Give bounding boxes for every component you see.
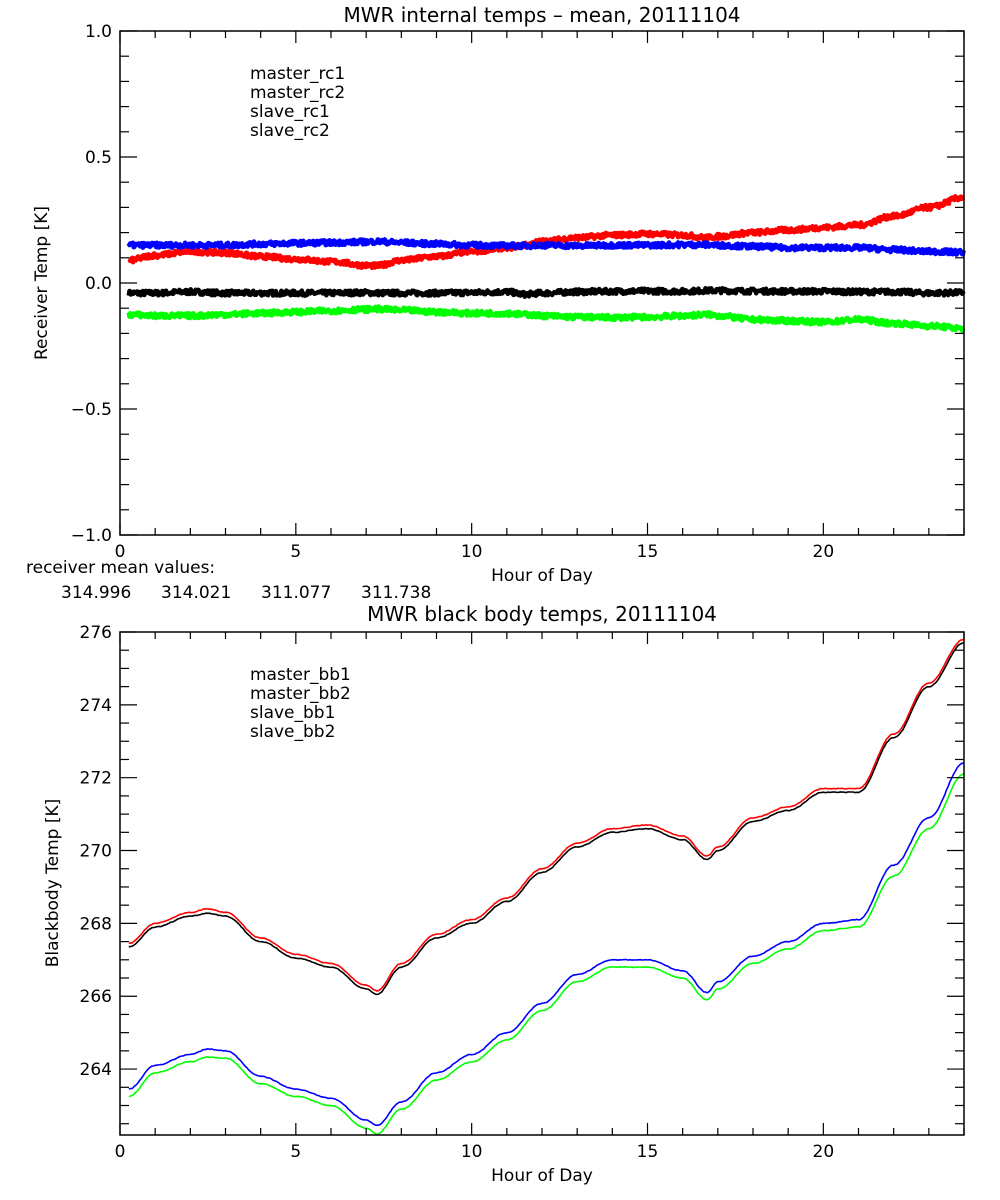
blackbody-series-master-bb1 [128, 641, 965, 996]
receiver-mean-values-label: receiver mean values: [26, 558, 215, 578]
blackbody-legend-master-bb1: master_bb1 [250, 665, 351, 685]
receiver-mean-value: 314.021 [161, 583, 231, 603]
receiver-plot-area [126, 194, 966, 333]
blackbody-x-tick-label: 5 [290, 1142, 301, 1162]
receiver-x-tick-label: 15 [637, 542, 659, 562]
receiver-chart-title: MWR internal temps – mean, 20111104 [343, 3, 740, 27]
receiver-y-tick-label: 1.0 [85, 22, 112, 42]
receiver-series-slave-rc2 [126, 304, 966, 333]
blackbody-axes: 0 5 10 15 20 264 266 268 270 272 274 276 [80, 623, 965, 1162]
blackbody-series-slave-bb2 [128, 773, 965, 1135]
blackbody-plot-area [128, 638, 965, 1135]
receiver-mean-value: 311.738 [361, 583, 431, 603]
blackbody-y-tick-label: 272 [80, 769, 112, 789]
blackbody-x-tick-label: 10 [461, 1142, 483, 1162]
blackbody-x-tick-label: 20 [813, 1142, 835, 1162]
receiver-axes: 0 5 10 15 20 −1.0 −0.5 0.0 0.5 1.0 [71, 22, 965, 562]
receiver-x-tick-label: 0 [115, 542, 126, 562]
blackbody-y-tick-label: 266 [80, 987, 112, 1007]
blackbody-temps-panel: MWR black body temps, 20111104 0 5 10 15 20 2… [43, 602, 965, 1186]
receiver-legend-slave-rc2: slave_rc2 [250, 121, 330, 141]
blackbody-y-tick-label: 270 [80, 842, 112, 862]
blackbody-frame [119, 631, 965, 1136]
receiver-y-tick-label: 0.0 [85, 274, 112, 294]
receiver-y-tick-label: −0.5 [71, 400, 112, 420]
receiver-legend-master-rc1: master_rc1 [250, 64, 345, 84]
blackbody-y-tick-label: 274 [80, 696, 112, 716]
receiver-x-tick-label: 10 [461, 542, 483, 562]
receiver-x-axis-label: Hour of Day [491, 566, 593, 586]
blackbody-series-master-bb2 [128, 638, 965, 992]
blackbody-legend-slave-bb1: slave_bb1 [250, 703, 335, 723]
blackbody-legend-master-bb2: master_bb2 [250, 684, 351, 704]
receiver-legend-master-rc2: master_rc2 [250, 83, 345, 103]
blackbody-series-slave-bb1 [128, 762, 965, 1127]
receiver-legend-slave-rc1: slave_rc1 [250, 102, 330, 122]
receiver-series-slave-rc1 [126, 237, 966, 257]
blackbody-x-axis-label: Hour of Day [491, 1166, 593, 1186]
blackbody-legend-slave-bb2: slave_bb2 [250, 722, 335, 742]
receiver-y-tick-label: 0.5 [85, 148, 112, 168]
blackbody-x-tick-label: 0 [115, 1142, 126, 1162]
receiver-mean-values: 314.996 314.021 311.077 311.738 [61, 583, 431, 603]
receiver-mean-value: 311.077 [261, 583, 331, 603]
receiver-x-tick-label: 5 [290, 542, 301, 562]
receiver-y-axis-label: Receiver Temp [K] [32, 206, 52, 360]
receiver-frame [119, 30, 965, 536]
receiver-series-master-rc2 [127, 194, 966, 271]
blackbody-y-tick-label: 268 [80, 914, 112, 934]
blackbody-y-tick-label: 276 [80, 623, 112, 643]
receiver-series-master-rc1 [126, 285, 966, 299]
blackbody-x-tick-label: 15 [637, 1142, 659, 1162]
receiver-mean-value: 314.996 [61, 583, 131, 603]
blackbody-y-tick-label: 264 [80, 1060, 112, 1080]
receiver-temps-panel: MWR internal temps – mean, 20111104 0 5 10… [26, 3, 966, 603]
receiver-x-tick-label: 20 [813, 542, 835, 562]
blackbody-chart-title: MWR black body temps, 20111104 [367, 602, 717, 626]
receiver-y-tick-label: −1.0 [71, 526, 112, 546]
blackbody-y-axis-label: Blackbody Temp [K] [43, 799, 63, 968]
